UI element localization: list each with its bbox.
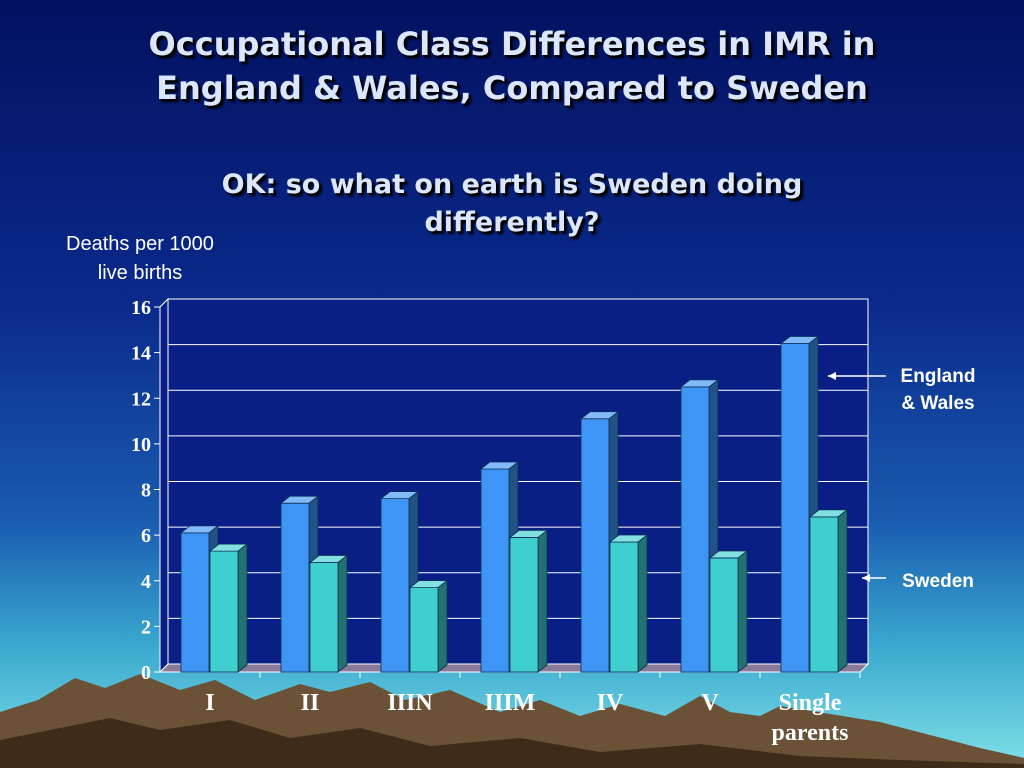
bar-england-5-front bbox=[680, 386, 710, 673]
legend-entry-england: England & Wales bbox=[878, 363, 998, 417]
y-axis-label: Deaths per 1000 live births bbox=[30, 230, 250, 288]
bar-sweden-2 bbox=[408, 579, 449, 673]
y-tick-label: 2 bbox=[141, 616, 151, 638]
y-tick-label: 16 bbox=[131, 297, 151, 319]
bar-england-5-top bbox=[679, 379, 720, 388]
bar-sweden-4 bbox=[608, 534, 649, 673]
bar-sweden-1-top bbox=[308, 555, 349, 563]
bar-sweden-5-side bbox=[737, 550, 748, 673]
bar-sweden-6-top bbox=[808, 509, 849, 518]
x-tick-label: V bbox=[701, 690, 719, 716]
title-line-2: England & Wales, Compared to Sweden bbox=[156, 69, 868, 107]
bar-sweden-0 bbox=[208, 543, 249, 673]
bars bbox=[179, 335, 849, 673]
x-tick-label: Single bbox=[779, 690, 842, 716]
bar-sweden-4-top bbox=[608, 534, 649, 543]
bar-sweden-0-side bbox=[237, 543, 248, 673]
bar-england-3-front bbox=[480, 468, 510, 673]
bar-england-2-top bbox=[379, 491, 420, 500]
bar-sweden-6-side bbox=[837, 509, 848, 673]
subtitle-line-1: OK: so what on earth is Sweden doing bbox=[221, 169, 803, 200]
bar-sweden-6 bbox=[808, 509, 849, 673]
legend-entry-sweden: Sweden bbox=[878, 568, 998, 595]
legend-arrow-sweden-head bbox=[862, 574, 870, 582]
x-tick-label: parents bbox=[772, 720, 849, 746]
mountain-silhouette bbox=[0, 674, 1024, 768]
title-line-1: Occupational Class Differences in IMR in bbox=[148, 25, 876, 63]
x-tick-label: II bbox=[301, 690, 320, 716]
y-tick-label: 0 bbox=[141, 662, 151, 684]
y-axis-label-line-2: live births bbox=[97, 262, 183, 284]
bar-sweden-2-top bbox=[408, 580, 449, 588]
bar-england-4-front bbox=[580, 418, 610, 673]
bar-england-1-front bbox=[280, 502, 310, 673]
bar-england-1-top bbox=[279, 495, 320, 504]
x-tick-label: IIIN bbox=[387, 690, 433, 716]
y-tick-label: 6 bbox=[141, 525, 151, 547]
bar-sweden-1-side bbox=[337, 554, 348, 673]
x-tick-label: IIIM bbox=[485, 690, 536, 716]
y-axis-label-line-1: Deaths per 1000 bbox=[66, 233, 214, 255]
chart-subtitle: OK: so what on earth is Sweden doing dif… bbox=[130, 166, 894, 242]
y-tick-label: 12 bbox=[131, 388, 151, 410]
bar-sweden-5-front bbox=[709, 557, 739, 673]
legend-england-line-2: & Wales bbox=[901, 393, 975, 414]
legend-arrow-england bbox=[828, 372, 886, 380]
bar-sweden-1-front bbox=[309, 562, 339, 673]
bar-england-0-front bbox=[180, 532, 210, 673]
bar-sweden-5-top bbox=[708, 550, 749, 559]
bar-sweden-2-side bbox=[437, 579, 448, 673]
bar-sweden-3 bbox=[508, 529, 549, 673]
bar-england-2 bbox=[379, 490, 420, 673]
bar-england-6-top bbox=[779, 336, 820, 344]
bar-sweden-0-top bbox=[208, 543, 249, 552]
bar-sweden-5 bbox=[708, 550, 749, 673]
y-tick-label: 8 bbox=[141, 480, 151, 502]
legend-arrow-england-head bbox=[828, 372, 836, 380]
bar-england-4-top bbox=[579, 411, 620, 420]
legend-arrow-sweden bbox=[862, 574, 886, 582]
y-tick-label: 4 bbox=[141, 571, 151, 593]
legend-england-line-1: England bbox=[900, 366, 976, 387]
bar-sweden-3-side bbox=[537, 529, 548, 673]
legend-sweden-label: Sweden bbox=[902, 571, 974, 592]
x-tick-label: I bbox=[205, 690, 214, 716]
bar-sweden-6-front bbox=[809, 516, 839, 673]
bar-england-2-front bbox=[380, 498, 410, 673]
bar-sweden-4-side bbox=[637, 534, 648, 673]
bar-sweden-1 bbox=[308, 554, 349, 673]
bar-england-0-top bbox=[179, 525, 220, 534]
legend-arrows bbox=[828, 372, 886, 582]
bar-england-6-front bbox=[780, 343, 810, 673]
bar-sweden-2-front bbox=[409, 587, 439, 673]
bar-sweden-4-front bbox=[609, 541, 639, 673]
bar-sweden-0-front bbox=[209, 550, 239, 673]
bar-sweden-3-top bbox=[508, 530, 549, 538]
y-tick-label: 10 bbox=[131, 434, 151, 456]
y-axis-wall bbox=[159, 297, 169, 674]
bar-england-3-top bbox=[479, 461, 520, 470]
chart-title: Occupational Class Differences in IMR in… bbox=[0, 22, 1024, 110]
bar-sweden-3-front bbox=[509, 537, 539, 673]
x-tick-label: IV bbox=[597, 690, 624, 716]
subtitle-line-2: differently? bbox=[424, 207, 600, 238]
y-tick-label: 14 bbox=[131, 343, 151, 365]
